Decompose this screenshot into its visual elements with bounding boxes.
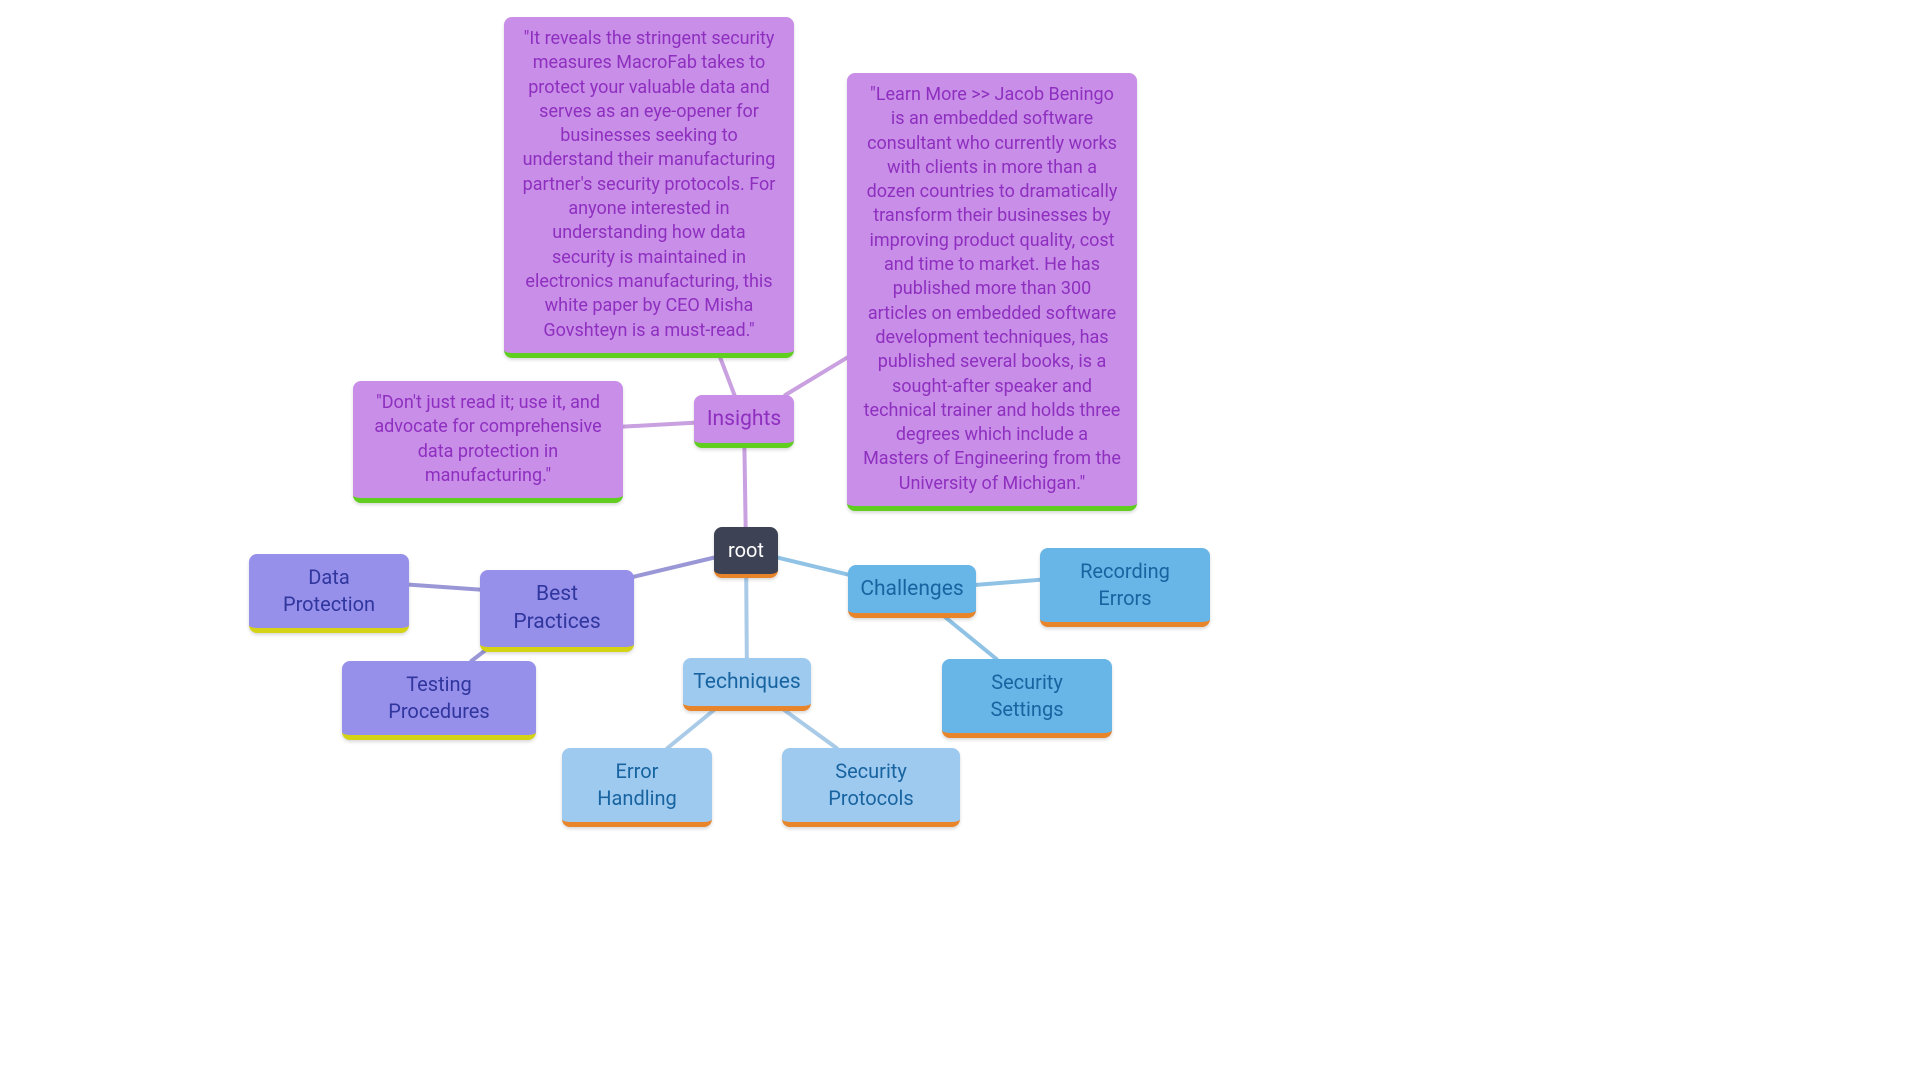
node-insights-label: Insights: [707, 405, 781, 433]
node-security-protocols: Security Protocols: [782, 748, 960, 827]
node-challenges: Challenges: [848, 565, 976, 618]
node-best-practices: Best Practices: [480, 570, 634, 652]
node-error-handling: Error Handling: [562, 748, 712, 827]
node-testing-procedures-label: Testing Procedures: [358, 671, 520, 725]
node-insights: Insights: [694, 395, 794, 448]
node-root: root: [714, 527, 778, 578]
node-data-protection: Data Protection: [249, 554, 409, 633]
node-testing-procedures: Testing Procedures: [342, 661, 536, 740]
node-security-protocols-label: Security Protocols: [798, 758, 944, 812]
node-insight-quote-1-label: "Don't just read it; use it, and advocat…: [369, 391, 607, 488]
node-recording-errors: Recording Errors: [1040, 548, 1210, 627]
node-techniques: Techniques: [683, 658, 811, 711]
node-recording-errors-label: Recording Errors: [1056, 558, 1194, 612]
mindmap-canvas: root Insights "Don't just read it; use i…: [0, 0, 1920, 1080]
node-insight-quote-2-label: "It reveals the stringent security measu…: [520, 27, 778, 343]
node-best-practices-label: Best Practices: [496, 580, 618, 637]
node-error-handling-label: Error Handling: [578, 758, 696, 812]
node-insight-quote-3-label: "Learn More >> Jacob Beningo is an embed…: [863, 83, 1121, 496]
node-data-protection-label: Data Protection: [265, 564, 393, 618]
node-root-label: root: [728, 537, 764, 564]
node-techniques-label: Techniques: [693, 668, 800, 696]
node-security-settings-label: Security Settings: [958, 669, 1096, 723]
node-insight-quote-2: "It reveals the stringent security measu…: [504, 17, 794, 358]
node-security-settings: Security Settings: [942, 659, 1112, 738]
node-challenges-label: Challenges: [860, 575, 963, 603]
node-insight-quote-1: "Don't just read it; use it, and advocat…: [353, 381, 623, 503]
node-insight-quote-3: "Learn More >> Jacob Beningo is an embed…: [847, 73, 1137, 511]
